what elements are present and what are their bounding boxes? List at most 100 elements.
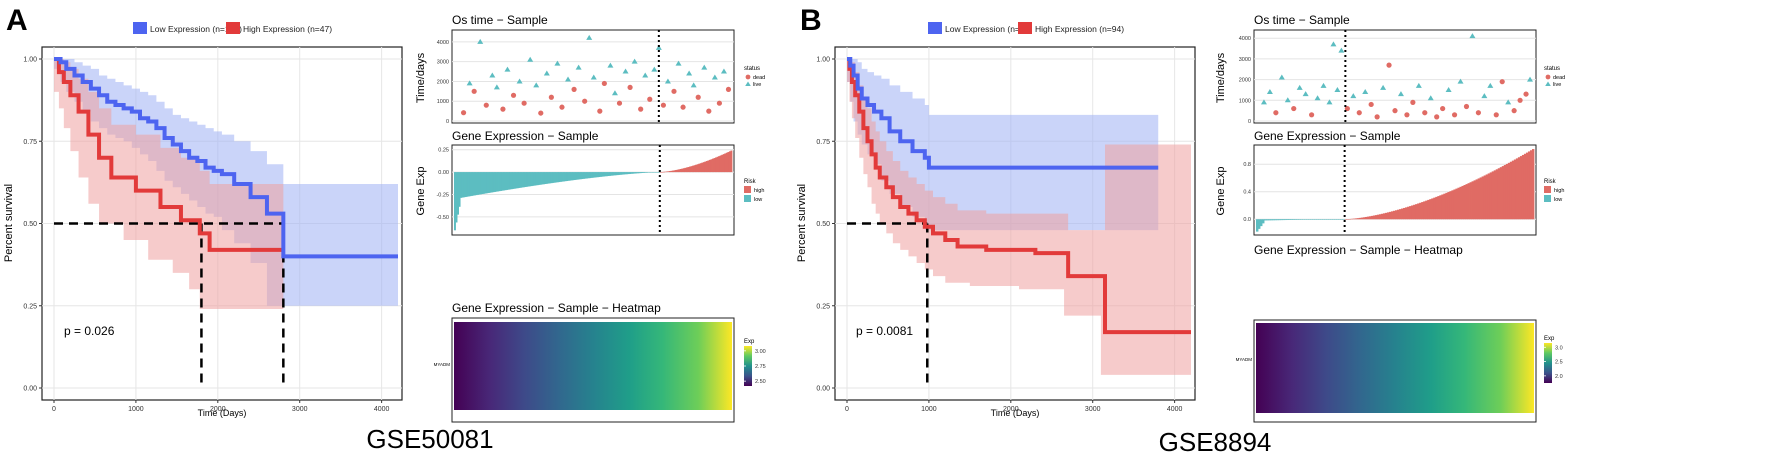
gene-exp-bar — [520, 172, 522, 188]
gene-exp-bar — [682, 168, 685, 173]
os-point-live — [1527, 76, 1534, 82]
gene-exp-bar — [1531, 149, 1535, 220]
os-point-dead — [1344, 105, 1350, 112]
gene-exp-bar — [1256, 219, 1259, 232]
heat-b-title: Gene Expression − Sample − Heatmap — [1254, 243, 1463, 257]
gene-exp-bar — [641, 172, 644, 174]
gene-exp-bar — [630, 172, 633, 174]
gene-exp-bar — [509, 172, 512, 190]
gene-exp-bar — [590, 172, 593, 178]
gene-exp-bar — [561, 172, 564, 182]
gene-exp-bar — [632, 172, 635, 174]
gene-exp-bar — [1310, 219, 1313, 220]
os-scatter-a: Os time − Sample 0 1000 2000 3000 4000 Time/… — [415, 13, 765, 125]
gene-exp-bar — [513, 172, 516, 189]
os-point-live — [1380, 84, 1387, 90]
gene-exp-bar — [1340, 219, 1344, 220]
heat-a-title: Gene Expression − Sample − Heatmap — [452, 301, 661, 315]
gene-exp-bar — [1378, 214, 1382, 220]
gene-exp-bar — [1441, 194, 1444, 220]
gene-exp-bar — [1511, 160, 1515, 220]
gene-exp-bar — [1296, 219, 1299, 220]
gene-exp-bar — [1459, 186, 1462, 220]
gene-exp-bar — [586, 172, 589, 179]
km-ytick-label: 0.00 — [23, 386, 37, 393]
gene-exp-bar — [1463, 185, 1466, 220]
gene-b-legend-low-swatch — [1544, 195, 1551, 202]
os-point-live — [1284, 97, 1291, 103]
os-ytick-label: 1000 — [437, 99, 449, 105]
gene-exp-bar — [667, 171, 670, 173]
gene-exp-bar — [1346, 219, 1350, 220]
os-point-dead — [1356, 110, 1362, 116]
gene-exp-bar — [1366, 216, 1370, 220]
gene-exp-bar — [572, 172, 575, 181]
gene-exp-bar — [1258, 219, 1261, 229]
gene-exp-bar — [526, 172, 529, 187]
os-point-dead — [483, 102, 489, 108]
gene-exp-bar — [725, 152, 728, 173]
gene-exp-bar — [602, 172, 605, 177]
os-point-live — [651, 66, 658, 72]
os-point-live — [489, 72, 496, 78]
os-point-dead — [1517, 97, 1523, 103]
gene-ytick-label: 0.00 — [438, 170, 449, 176]
os-point-live — [1302, 91, 1309, 97]
gene-exp-bar — [518, 172, 521, 188]
gene-exp-bar — [622, 172, 625, 175]
km-a-confidence-bands — [54, 59, 398, 310]
gene-exp-bar — [1318, 219, 1321, 220]
heat-colorbar-label: 2.0 — [1555, 374, 1563, 380]
gene-exp-bar — [579, 172, 582, 180]
os-point-live — [575, 64, 582, 70]
gene-exp-bar — [676, 169, 679, 173]
gene-exp-bar — [575, 172, 578, 180]
gene-exp-bar — [687, 167, 690, 173]
gene-exp-bar — [728, 151, 731, 173]
os-point-live — [1260, 99, 1267, 105]
gene-ytick-label: 0.25 — [438, 148, 449, 154]
gene-exp-bar — [1397, 209, 1400, 220]
os-point-dead — [1273, 110, 1279, 116]
gene-exp-bar — [1501, 166, 1505, 220]
gene-exp-bar — [688, 166, 691, 173]
gene-exp-bar — [1344, 219, 1348, 220]
km-b-legend-swatch-high — [1018, 22, 1032, 34]
gene-exp-bar — [1300, 219, 1303, 220]
gene-exp-bar — [495, 172, 498, 192]
km-b-legend-swatch-low — [928, 22, 942, 34]
gene-exp-bar — [685, 167, 688, 173]
os-point-dead — [627, 84, 633, 90]
gene-exp-bar — [644, 172, 647, 173]
km-xtick-label: 1000 — [128, 406, 144, 413]
gene-exp-bar — [650, 172, 653, 173]
gene-exp-bar — [1264, 219, 1267, 221]
gene-exp-bar — [1485, 174, 1489, 220]
gene-exp-bar — [699, 163, 702, 173]
gene-exp-bar — [467, 172, 470, 197]
gene-exp-bar — [1489, 172, 1493, 220]
gene-exp-bar — [1445, 192, 1448, 220]
gene-exp-bar — [636, 172, 639, 174]
os-point-dead — [597, 108, 603, 114]
gene-exp-bar — [1419, 202, 1422, 220]
gene-exp-bar — [1423, 201, 1426, 220]
gene-exp-bar — [558, 172, 561, 183]
os-point-live — [504, 66, 511, 72]
gene-exp-bar — [1308, 219, 1311, 220]
os-point-dead — [1493, 112, 1499, 118]
gene-exp-bar — [480, 172, 483, 195]
os-point-live — [701, 64, 708, 70]
os-point-dead — [1523, 91, 1529, 97]
os-point-live — [655, 44, 662, 50]
os-point-live — [1469, 33, 1476, 39]
panel-a: A GSE50081 Low Expression (n=134) High E… — [3, 4, 766, 454]
gene-exp-bar — [1433, 197, 1436, 220]
gene-exp-bar — [1290, 219, 1293, 220]
km-a-ylabel: Percent survival — [3, 184, 15, 262]
gene-exp-bar — [712, 158, 714, 173]
gene-exp-bar — [1401, 208, 1404, 220]
os-point-live — [1505, 99, 1512, 105]
os-point-dead — [1434, 114, 1440, 120]
gene-exp-bar — [633, 172, 636, 174]
